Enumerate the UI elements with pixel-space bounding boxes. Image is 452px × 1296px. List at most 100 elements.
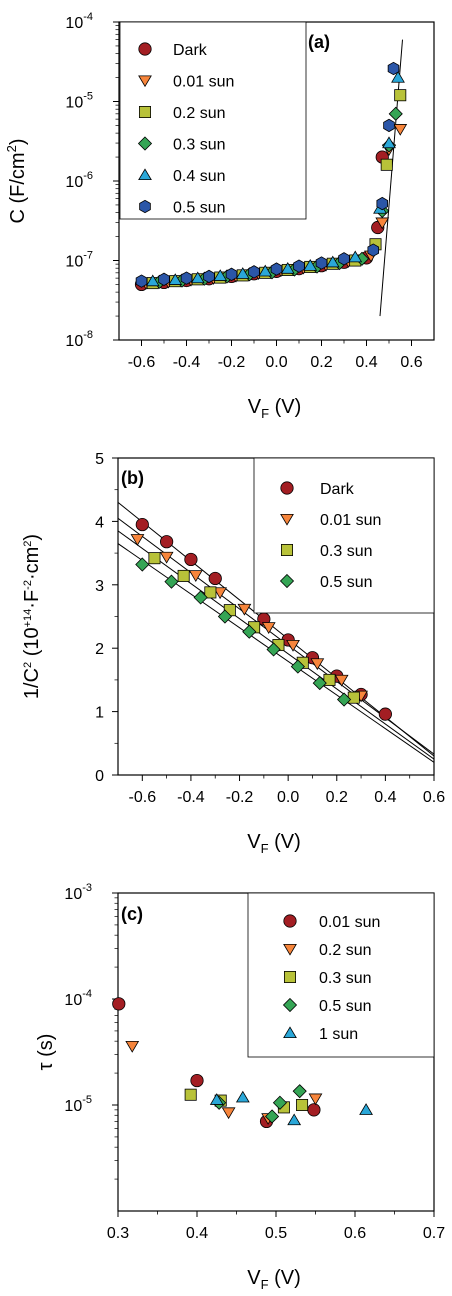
data-point	[394, 89, 407, 102]
data-point	[378, 707, 392, 721]
data-point	[383, 118, 395, 133]
data-point	[336, 692, 352, 707]
data-point	[296, 1099, 309, 1112]
data-point	[125, 1040, 140, 1053]
data-point	[177, 569, 190, 582]
x-tick-label: -0.4	[173, 354, 201, 371]
legend-label: 0.3 sun	[173, 137, 225, 154]
data-point	[347, 691, 360, 704]
data-point	[217, 609, 233, 624]
fit-line	[379, 39, 403, 317]
legend-label: 1 sun	[319, 1026, 358, 1043]
x-tick-label: -0.4	[177, 789, 205, 806]
data-point	[235, 267, 250, 279]
x-axis-label: VF (V)	[247, 1267, 301, 1292]
panel-label: (a)	[308, 32, 330, 52]
data-point	[148, 552, 161, 565]
legend-marker	[138, 168, 152, 181]
data-point	[168, 273, 183, 285]
panel-label: (b)	[121, 468, 144, 488]
data-point	[380, 158, 393, 171]
y-tick-label: 2	[95, 641, 104, 658]
legend-label: 0.4 sun	[173, 168, 225, 185]
legend-marker	[282, 997, 298, 1013]
y-tick-label: 4	[95, 514, 104, 531]
data-point	[388, 106, 403, 121]
x-tick-label: 0.0	[277, 789, 299, 806]
x-tick-label: -0.2	[226, 789, 254, 806]
data-point	[258, 264, 273, 277]
legend-marker	[280, 544, 293, 557]
data-point	[135, 517, 149, 532]
x-tick-label: -0.6	[129, 789, 157, 806]
series-dark	[135, 517, 392, 721]
data-point	[164, 574, 179, 589]
data-point	[221, 1107, 236, 1120]
x-tick-label: 0.3	[107, 1225, 129, 1242]
legend-marker	[138, 75, 152, 88]
legend-marker	[279, 573, 295, 589]
data-point	[112, 997, 126, 1011]
series-0-01-sun	[130, 534, 368, 703]
data-point	[158, 272, 170, 286]
legend-box	[247, 892, 435, 1058]
legend-label: 0.2 sun	[319, 942, 371, 959]
data-point	[272, 1095, 288, 1110]
data-point	[225, 267, 238, 281]
legend-marker	[138, 106, 151, 119]
legend-marker	[139, 199, 151, 214]
data-point	[359, 1103, 373, 1115]
legend-marker	[283, 1026, 297, 1039]
data-point	[325, 255, 340, 268]
y-tick-label: 10-5	[65, 91, 93, 112]
data-point	[270, 262, 283, 276]
data-point	[135, 274, 148, 288]
x-axis-label: VF (V)	[247, 831, 301, 856]
data-point	[130, 534, 145, 546]
data-point	[145, 274, 160, 287]
data-point	[213, 587, 227, 600]
data-point	[242, 624, 257, 639]
data-point	[376, 196, 389, 211]
y-tick-label: 10-5	[64, 1094, 92, 1115]
data-point	[290, 659, 305, 674]
data-point	[382, 136, 396, 149]
panel-c: 0.3 0.4 0.5 0.6 0.7 10-5 10-4 10-3 VF (V) τ (s) 0.…	[35, 882, 445, 1292]
panel-b: -0.6 -0.4 -0.2 0.0 0.2 0.4 0.6 0 1 2 3 4 5 VF (V) 1/C2…	[21, 451, 445, 856]
y-tick-label: 10-6	[65, 170, 93, 191]
legend-label: 0.01 sun	[173, 74, 234, 91]
x-tick-label: 0.5	[265, 1225, 287, 1242]
legend-label: 0.01 sun	[319, 914, 380, 931]
data-point	[184, 1088, 197, 1101]
data-point	[367, 243, 380, 257]
series-0-5-sun	[212, 1084, 307, 1124]
legend-label: 0.01 sun	[320, 512, 381, 529]
y-axis-label: τ (s)	[35, 1034, 57, 1071]
series-1-sun	[209, 1090, 373, 1126]
series-0-4-sun	[145, 70, 405, 287]
y-tick-label: 1	[95, 705, 104, 722]
data-point	[387, 61, 400, 76]
data-point	[180, 271, 193, 285]
y-tick-label: 10-8	[65, 329, 93, 350]
x-tick-label: 0.6	[344, 1225, 366, 1242]
data-point	[188, 570, 203, 582]
y-tick-label: 10-7	[65, 250, 93, 271]
data-point	[303, 259, 318, 271]
data-point	[159, 551, 174, 564]
data-point	[286, 639, 300, 652]
data-point	[237, 603, 252, 616]
series-0-5-sun	[135, 557, 352, 707]
legend-marker	[138, 42, 152, 56]
data-point	[160, 535, 174, 549]
data-point	[393, 124, 408, 136]
panel-label: (c)	[121, 904, 143, 924]
x-tick-label: 0.6	[400, 354, 422, 371]
data-point	[312, 675, 327, 691]
data-point	[184, 552, 198, 567]
data-point	[280, 261, 295, 274]
data-point	[323, 673, 336, 686]
x-tick-label: 0.4	[186, 1225, 208, 1242]
data-point	[348, 250, 363, 263]
x-tick-label: 0.7	[423, 1225, 445, 1242]
